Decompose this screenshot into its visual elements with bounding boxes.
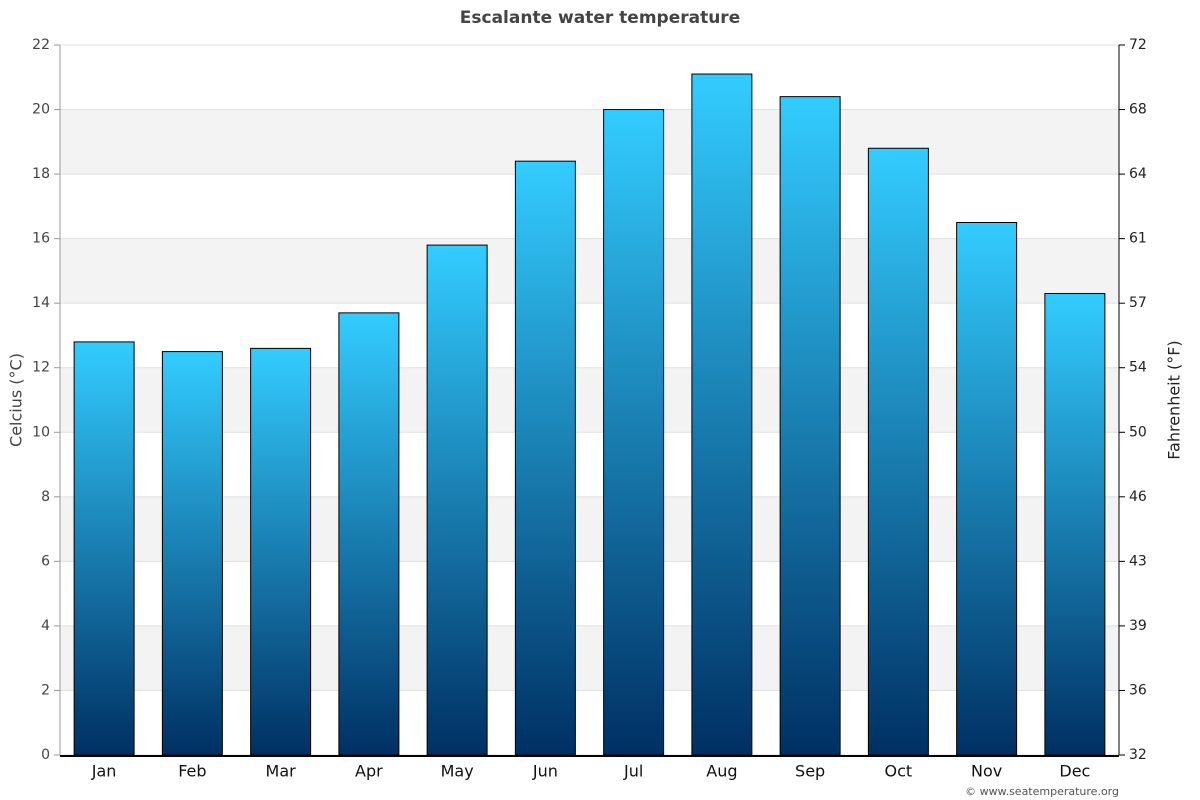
chart-title: Escalante water temperature bbox=[460, 8, 740, 28]
bar bbox=[338, 312, 400, 756]
x-tick-label: Nov bbox=[971, 762, 1002, 781]
x-tick-label: Jun bbox=[532, 762, 558, 781]
x-tick-label: Apr bbox=[355, 762, 383, 781]
y-tick-label: 14 bbox=[32, 295, 50, 311]
x-tick-label: Oct bbox=[885, 762, 913, 781]
y2-tick-label: 50 bbox=[1129, 424, 1147, 440]
grid-band bbox=[60, 496, 1119, 562]
x-tick-label: Jul bbox=[623, 762, 643, 781]
y-tick-label: 2 bbox=[41, 682, 50, 698]
bar bbox=[161, 351, 223, 756]
x-tick-label: Mar bbox=[266, 762, 297, 781]
bar bbox=[250, 347, 312, 756]
bar bbox=[514, 160, 576, 756]
y2-tick-label: 64 bbox=[1129, 166, 1147, 182]
y-tick-label: 20 bbox=[32, 102, 50, 118]
y-tick-label: 0 bbox=[41, 747, 50, 763]
y2-tick-label: 72 bbox=[1129, 37, 1147, 53]
bar bbox=[867, 147, 929, 756]
bar bbox=[603, 109, 665, 756]
bar bbox=[1044, 293, 1106, 756]
x-tick-label: May bbox=[441, 762, 474, 781]
x-tick-label: Aug bbox=[706, 762, 737, 781]
y2-tick-label: 54 bbox=[1129, 360, 1147, 376]
grid-band bbox=[60, 109, 1119, 175]
y-tick-label: 4 bbox=[41, 618, 50, 634]
x-tick-label: Feb bbox=[178, 762, 206, 781]
y2-tick-label: 36 bbox=[1129, 682, 1147, 698]
y-tick-label: 10 bbox=[32, 424, 50, 440]
y2-tick-label: 46 bbox=[1129, 489, 1147, 505]
y2-tick-label: 61 bbox=[1129, 231, 1147, 247]
bar bbox=[779, 96, 841, 756]
grid-band bbox=[60, 625, 1119, 691]
y-tick-label: 12 bbox=[32, 360, 50, 376]
source-note: © www.seatemperature.org bbox=[965, 785, 1119, 798]
y2-tick-label: 68 bbox=[1129, 102, 1147, 118]
bar bbox=[426, 244, 488, 756]
bar bbox=[691, 73, 753, 756]
x-tick-label: Sep bbox=[795, 762, 825, 781]
bar bbox=[956, 222, 1018, 756]
y2-tick-label: 43 bbox=[1129, 553, 1147, 569]
y2-axis-title: Fahrenheit (°F) bbox=[1165, 340, 1184, 459]
grid-band bbox=[60, 238, 1119, 304]
y-tick-label: 16 bbox=[32, 231, 50, 247]
bar bbox=[73, 341, 135, 756]
y-tick-label: 18 bbox=[32, 166, 50, 182]
y2-tick-label: 39 bbox=[1129, 618, 1147, 634]
y-tick-label: 22 bbox=[32, 37, 50, 53]
y-tick-label: 8 bbox=[41, 489, 50, 505]
grid-band bbox=[60, 367, 1119, 433]
x-tick-label: Dec bbox=[1059, 762, 1090, 781]
x-tick-label: Jan bbox=[91, 762, 117, 781]
y-axis-title: Celcius (°C) bbox=[7, 353, 26, 447]
y2-tick-label: 32 bbox=[1129, 747, 1147, 763]
y2-tick-label: 57 bbox=[1129, 295, 1147, 311]
y-tick-label: 6 bbox=[41, 553, 50, 569]
